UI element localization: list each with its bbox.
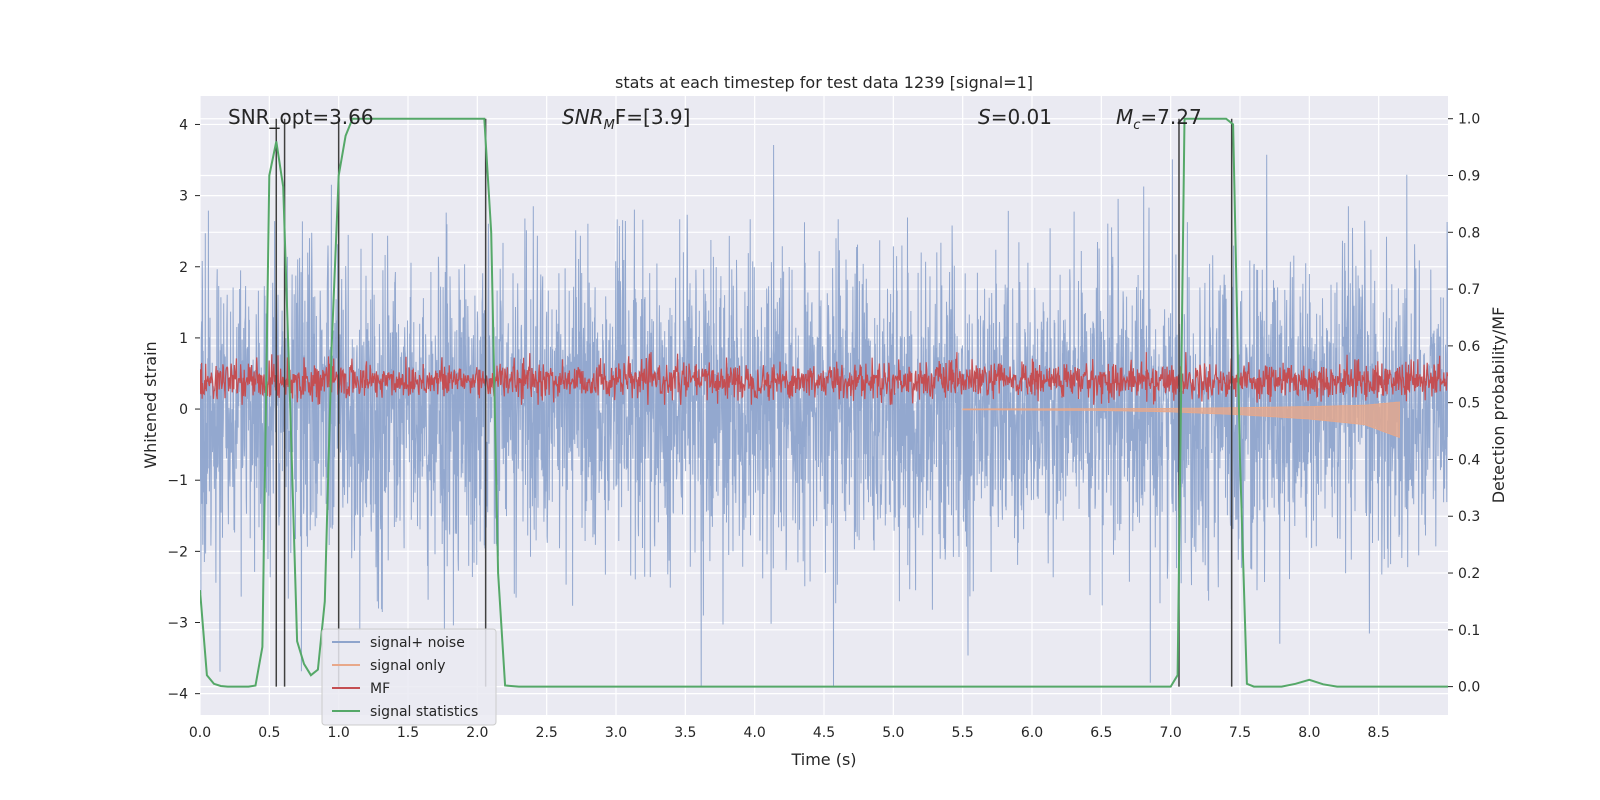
legend-label-mf: MF	[370, 681, 390, 697]
x-tick-label: 4.5	[813, 725, 835, 741]
annotation-s: S=0.01	[978, 105, 1052, 129]
y-tick-label: −4	[167, 687, 188, 703]
annotation-mc-sub: c	[1133, 118, 1140, 133]
x-tick-label: 1.5	[397, 725, 419, 741]
annotation-snr-mf-tail: F=[3.9]	[615, 105, 691, 129]
x-tick-label: 2.5	[536, 725, 558, 741]
annotation-s-main: S	[978, 105, 991, 129]
yr-tick-label: 0.5	[1458, 396, 1480, 412]
x-tick-label: 7.5	[1229, 725, 1251, 741]
x-tick-label: 0.0	[189, 725, 211, 741]
x-tick-label: 8.5	[1368, 725, 1390, 741]
legend-label-signal-noise: signal+ noise	[370, 635, 465, 651]
y-axis-right-ticks: 0.0 0.1 0.2 0.3 0.4 0.5 0.6 0.7 0.8 0.9 1.0	[1448, 112, 1480, 696]
y-tick-label: −2	[167, 544, 188, 560]
y-tick-label: 0	[179, 402, 188, 418]
annotation-snr-mf-sub: M	[604, 118, 615, 133]
y-tick-label: 1	[179, 331, 188, 347]
series-signal-statistics-line	[200, 117, 1448, 688]
x-tick-label: 5.0	[882, 725, 904, 741]
yr-tick-label: 0.7	[1458, 282, 1480, 298]
x-tick-label: 8.0	[1298, 725, 1320, 741]
x-tick-label: 1.0	[328, 725, 350, 741]
x-tick-label: 6.5	[1090, 725, 1112, 741]
x-tick-label: 5.5	[952, 725, 974, 741]
legend: signal+ noise signal only MF signal stat…	[321, 628, 497, 726]
annotation-mc-tail: =7.27	[1140, 105, 1201, 129]
yr-tick-label: 1.0	[1458, 112, 1480, 128]
x-axis-label: Time (s)	[790, 750, 856, 769]
x-tick-label: 3.5	[674, 725, 696, 741]
y-axis-left-ticks: −4 −3 −2 −1 0 1 2 3 4	[167, 117, 200, 703]
x-tick-label: 2.0	[466, 725, 488, 741]
yr-tick-label: 0.0	[1458, 680, 1480, 696]
yr-tick-label: 0.4	[1458, 452, 1480, 468]
yr-tick-label: 0.1	[1458, 623, 1480, 639]
x-tick-label: 7.0	[1160, 725, 1182, 741]
x-tick-label: 3.0	[605, 725, 627, 741]
yr-tick-label: 0.9	[1458, 169, 1480, 185]
yr-tick-label: 0.6	[1458, 339, 1480, 355]
yr-tick-label: 0.3	[1458, 509, 1480, 525]
legend-label-signal-only: signal only	[370, 658, 445, 674]
annotation-s-tail: =0.01	[991, 105, 1052, 129]
legend-box	[321, 628, 497, 726]
y-tick-label: −1	[167, 473, 188, 489]
annotation-snr-mf: SNRMF=[3.9]	[562, 105, 690, 133]
annotation-mc-main: M	[1116, 105, 1133, 129]
annotation-snr-opt: SNR_opt=3.66	[228, 105, 374, 129]
annotation-snr-mf-main: SNR	[562, 105, 604, 129]
y-tick-label: 4	[179, 117, 188, 133]
y-tick-label: −3	[167, 616, 188, 632]
y-axis-right-label: Detection probability/MF	[1489, 307, 1508, 504]
y-tick-label: 2	[179, 260, 188, 276]
x-tick-label: 6.0	[1021, 725, 1043, 741]
y-axis-left-label: Whitened strain	[141, 341, 160, 468]
annotation-mc: Mc=7.27	[1116, 105, 1202, 133]
yr-tick-label: 0.2	[1458, 566, 1480, 582]
x-tick-label: 0.5	[258, 725, 280, 741]
x-tick-label: 4.0	[744, 725, 766, 741]
series-mf-line	[200, 352, 1448, 405]
chart-title: stats at each timestep for test data 123…	[615, 73, 1033, 92]
legend-label-signal-statistics: signal statistics	[370, 704, 478, 720]
x-axis-ticks: 0.0 0.5 1.0 1.5 2.0 2.5 3.0 3.5 4.0 4.5 5.0 5.5 6.0 6…	[189, 725, 1390, 741]
yr-tick-label: 0.8	[1458, 225, 1480, 241]
series-signal-only-area	[962, 401, 1400, 439]
y-tick-label: 3	[179, 189, 188, 205]
